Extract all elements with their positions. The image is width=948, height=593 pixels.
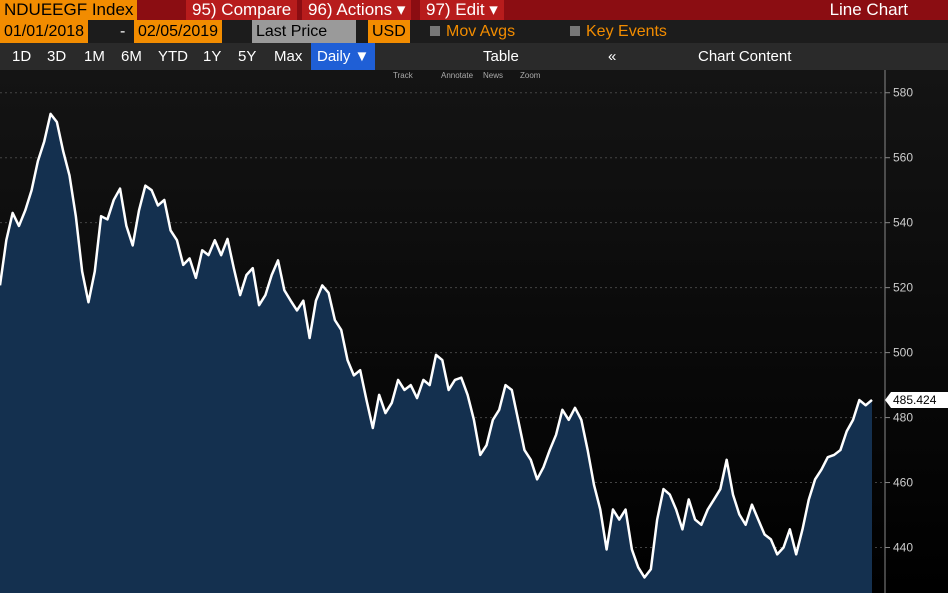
period-button[interactable]: Max (274, 48, 303, 65)
start-date[interactable]: 01/01/2018 (0, 20, 89, 43)
area (0, 113, 872, 593)
y-tick-label: 540 (893, 216, 913, 230)
table-button[interactable]: Table (483, 48, 519, 65)
period-button[interactable]: 1M (84, 48, 105, 65)
period-button[interactable]: 1Y (203, 48, 222, 65)
y-tick-label: 460 (893, 476, 913, 490)
mov-avgs-label: Mov Avgs (446, 23, 516, 40)
y-tick-label: 440 (893, 541, 913, 555)
period-button[interactable]: YTD (158, 48, 188, 65)
chart-tool[interactable]: Zoom (520, 71, 541, 80)
key-events[interactable]: Key Events (570, 20, 667, 43)
last-price-marker (885, 391, 948, 408)
menu[interactable]: 95) Compare (186, 0, 298, 20)
field-select[interactable]: Last Price (252, 20, 356, 43)
chart-content-button[interactable]: Chart Content (698, 48, 792, 65)
menu[interactable]: 97) Edit ▾ (420, 0, 504, 20)
y-tick-label: 480 (893, 411, 913, 425)
collapse-button[interactable]: « (608, 48, 617, 65)
mov-avgs[interactable]: Mov Avgs (430, 20, 515, 43)
chart: Track Annotate News Zoom 440 460 480 500 520 540 5… (0, 70, 948, 593)
toolbar: 1D 3D 1M 6M YTD 1Y 5Y Max Daily ▼ Table « Chart Con… (0, 43, 948, 70)
title-bar: NDUEEGF Index 95) Compare 96) Actions ▾ … (0, 0, 948, 20)
currency-select[interactable]: USD (368, 20, 410, 43)
chart-tool[interactable]: News (483, 71, 503, 80)
view-name: Line Chart (829, 0, 908, 19)
y-tick-label: 560 (893, 151, 913, 165)
end-date[interactable]: 02/05/2019 (134, 20, 223, 43)
y-tick-label: 580 (893, 86, 913, 100)
key-events-label: Key Events (586, 23, 667, 40)
chart-tool[interactable]: Track (393, 71, 414, 80)
date-separator: - (120, 23, 126, 40)
line (0, 112, 873, 579)
y-tick-label: 500 (893, 346, 913, 360)
period-button[interactable]: 6M (121, 48, 142, 65)
frequency-select[interactable]: Daily ▼ (311, 43, 376, 70)
period-button[interactable]: 3D (47, 48, 67, 65)
last-price-label: 485.424 (893, 393, 937, 407)
controls-bar: 01/01/2018 - 02/05/2019 Last Price USD M… (0, 20, 948, 43)
period-button[interactable]: 5Y (238, 48, 257, 65)
y-tick-label: 520 (893, 281, 913, 295)
chart-tool[interactable]: Annotate (441, 71, 474, 80)
period-button[interactable]: 1D (12, 48, 32, 65)
security-field[interactable]: NDUEEGF Index (0, 0, 138, 20)
menu[interactable]: 96) Actions ▾ (302, 0, 412, 20)
